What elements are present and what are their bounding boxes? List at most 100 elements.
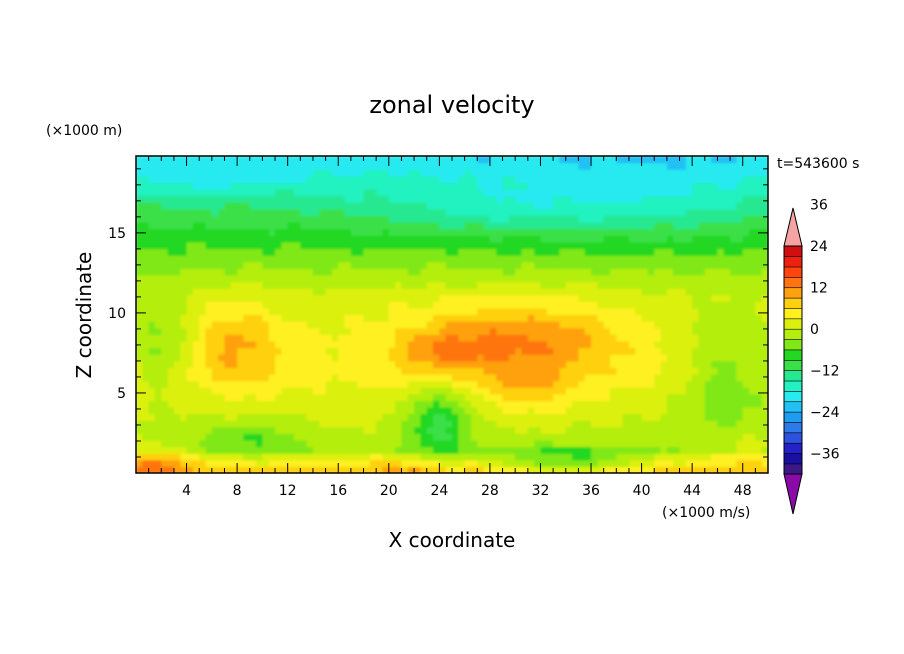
field-cell [395,255,403,263]
field-cell [496,334,504,342]
field-cell [287,380,295,388]
field-cell [205,393,213,401]
field-cell [692,248,700,256]
field-cell [572,156,579,164]
field-cell [540,347,548,355]
field-cell [679,406,687,415]
field-cell [704,307,712,316]
field-cell [262,426,270,434]
field-cell [350,208,358,217]
field-cell [565,334,573,342]
field-cell [477,367,485,375]
field-cell [730,208,737,217]
field-cell [736,413,744,421]
field-cell [540,459,548,467]
field-cell [679,393,687,401]
field-cell [186,380,194,388]
field-cell [420,380,428,388]
field-cell [464,288,472,296]
field-cell [496,268,504,276]
field-cell [565,380,573,388]
field-cell [142,446,150,454]
field-cell [508,400,516,408]
field-cell [325,433,333,441]
field-cell [591,189,598,197]
field-cell [534,215,542,223]
field-cell [180,202,188,210]
field-cell [540,400,548,408]
field-cell [578,162,586,170]
field-cell [572,347,579,355]
field-cell [186,433,194,441]
field-cell [742,261,750,269]
field-cell [452,294,459,302]
field-cell [515,314,523,322]
field-cell [439,334,447,342]
field-cell [666,347,674,355]
field-cell [186,314,194,322]
field-cell [350,162,358,170]
field-cell [610,261,617,269]
field-cell [464,327,472,335]
field-cell [565,453,573,461]
field-cell [357,169,365,177]
field-cell [211,340,219,349]
field-cell [414,156,421,164]
field-cell [281,373,289,382]
field-cell [723,182,731,190]
field-cell [350,195,358,203]
field-cell [654,195,662,203]
field-cell [426,175,434,184]
field-cell [603,393,611,401]
field-cell [591,255,598,263]
field-cell [401,222,409,230]
field-cell [136,446,143,454]
field-cell [167,413,175,421]
field-cell [300,380,308,388]
field-cell [433,466,440,473]
field-cell [496,321,504,329]
field-cell [635,195,643,203]
field-cell [679,156,687,164]
field-cell [698,367,706,375]
field-cell [230,426,238,434]
field-cell [275,235,282,243]
field-cell [660,169,668,177]
field-cell [249,208,257,217]
field-cell [426,189,434,197]
field-cell [641,360,649,368]
field-cell [685,294,693,302]
field-cell [186,235,194,243]
field-cell [489,393,497,401]
field-cell [730,354,737,362]
field-cell [136,228,143,236]
field-cell [610,466,617,473]
field-cell [610,426,617,434]
field-cell [452,202,459,210]
field-cell [382,393,390,401]
field-cell [515,426,523,434]
field-cell [154,354,162,362]
field-cell [711,162,719,170]
field-cell [243,228,251,236]
field-cell [300,433,308,441]
field-cell [591,261,598,269]
field-cell [704,314,712,322]
field-cell [666,255,674,263]
field-cell [306,354,314,362]
field-cell [275,400,282,408]
field-cell [654,373,662,382]
field-cell [635,367,643,375]
field-cell [540,248,548,256]
field-cell [603,420,611,428]
field-cell [597,373,605,382]
field-cell [584,373,592,382]
field-cell [136,301,143,309]
field-cell [610,413,617,421]
field-cell [723,387,731,395]
field-cell [489,248,497,256]
field-cell [477,288,485,296]
field-cell [439,387,447,395]
field-cell [420,459,428,467]
field-cell [363,340,371,349]
